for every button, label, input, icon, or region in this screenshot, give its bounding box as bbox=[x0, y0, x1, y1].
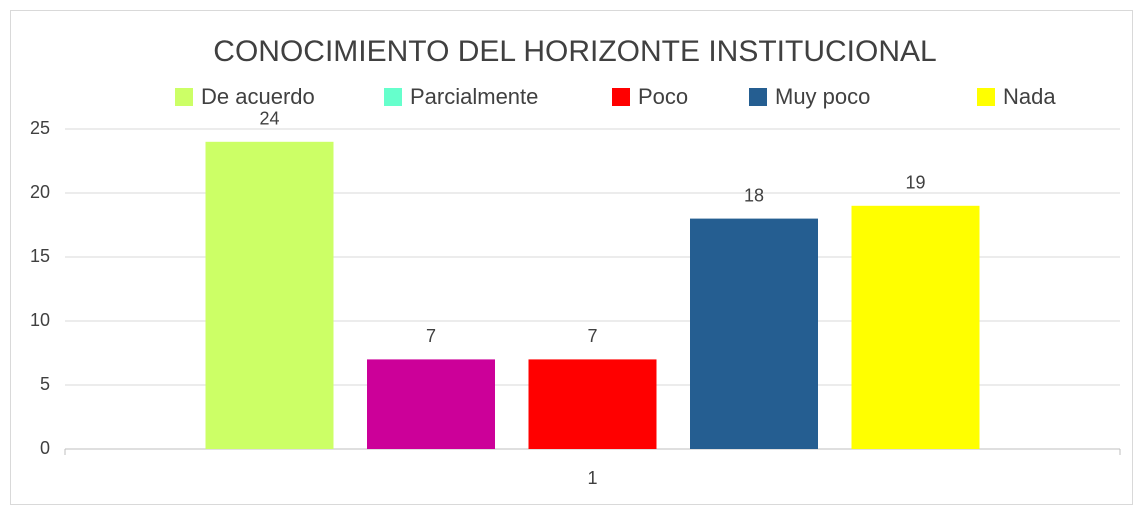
legend-label: Muy poco bbox=[775, 84, 870, 109]
chart-title: CONOCIMIENTO DEL HORIZONTE INSTITUCIONAL bbox=[213, 35, 936, 68]
bar bbox=[528, 359, 657, 449]
legend-label: De acuerdo bbox=[201, 84, 315, 109]
legend-swatch bbox=[175, 88, 193, 106]
data-label: 7 bbox=[587, 326, 597, 346]
bar bbox=[367, 359, 495, 449]
bar bbox=[205, 141, 334, 450]
data-label: 24 bbox=[259, 109, 279, 129]
legend-swatch bbox=[749, 88, 767, 106]
x-tick-label: 1 bbox=[587, 468, 597, 488]
legend-swatch bbox=[977, 88, 995, 106]
bar bbox=[690, 218, 818, 449]
legend-label: Parcialmente bbox=[410, 84, 538, 109]
legend-label: Nada bbox=[1003, 84, 1056, 109]
data-label: 7 bbox=[426, 326, 436, 346]
bar bbox=[851, 205, 980, 449]
data-label: 18 bbox=[744, 185, 764, 205]
legend-swatch bbox=[612, 88, 630, 106]
y-tick-label: 20 bbox=[30, 182, 50, 202]
y-tick-label: 15 bbox=[30, 246, 50, 266]
y-tick-label: 5 bbox=[40, 374, 50, 394]
data-label: 19 bbox=[905, 173, 925, 193]
legend-label: Poco bbox=[638, 84, 688, 109]
legend-swatch bbox=[384, 88, 402, 106]
y-tick-label: 0 bbox=[40, 438, 50, 458]
y-tick-label: 25 bbox=[30, 118, 50, 138]
y-tick-label: 10 bbox=[30, 310, 50, 330]
